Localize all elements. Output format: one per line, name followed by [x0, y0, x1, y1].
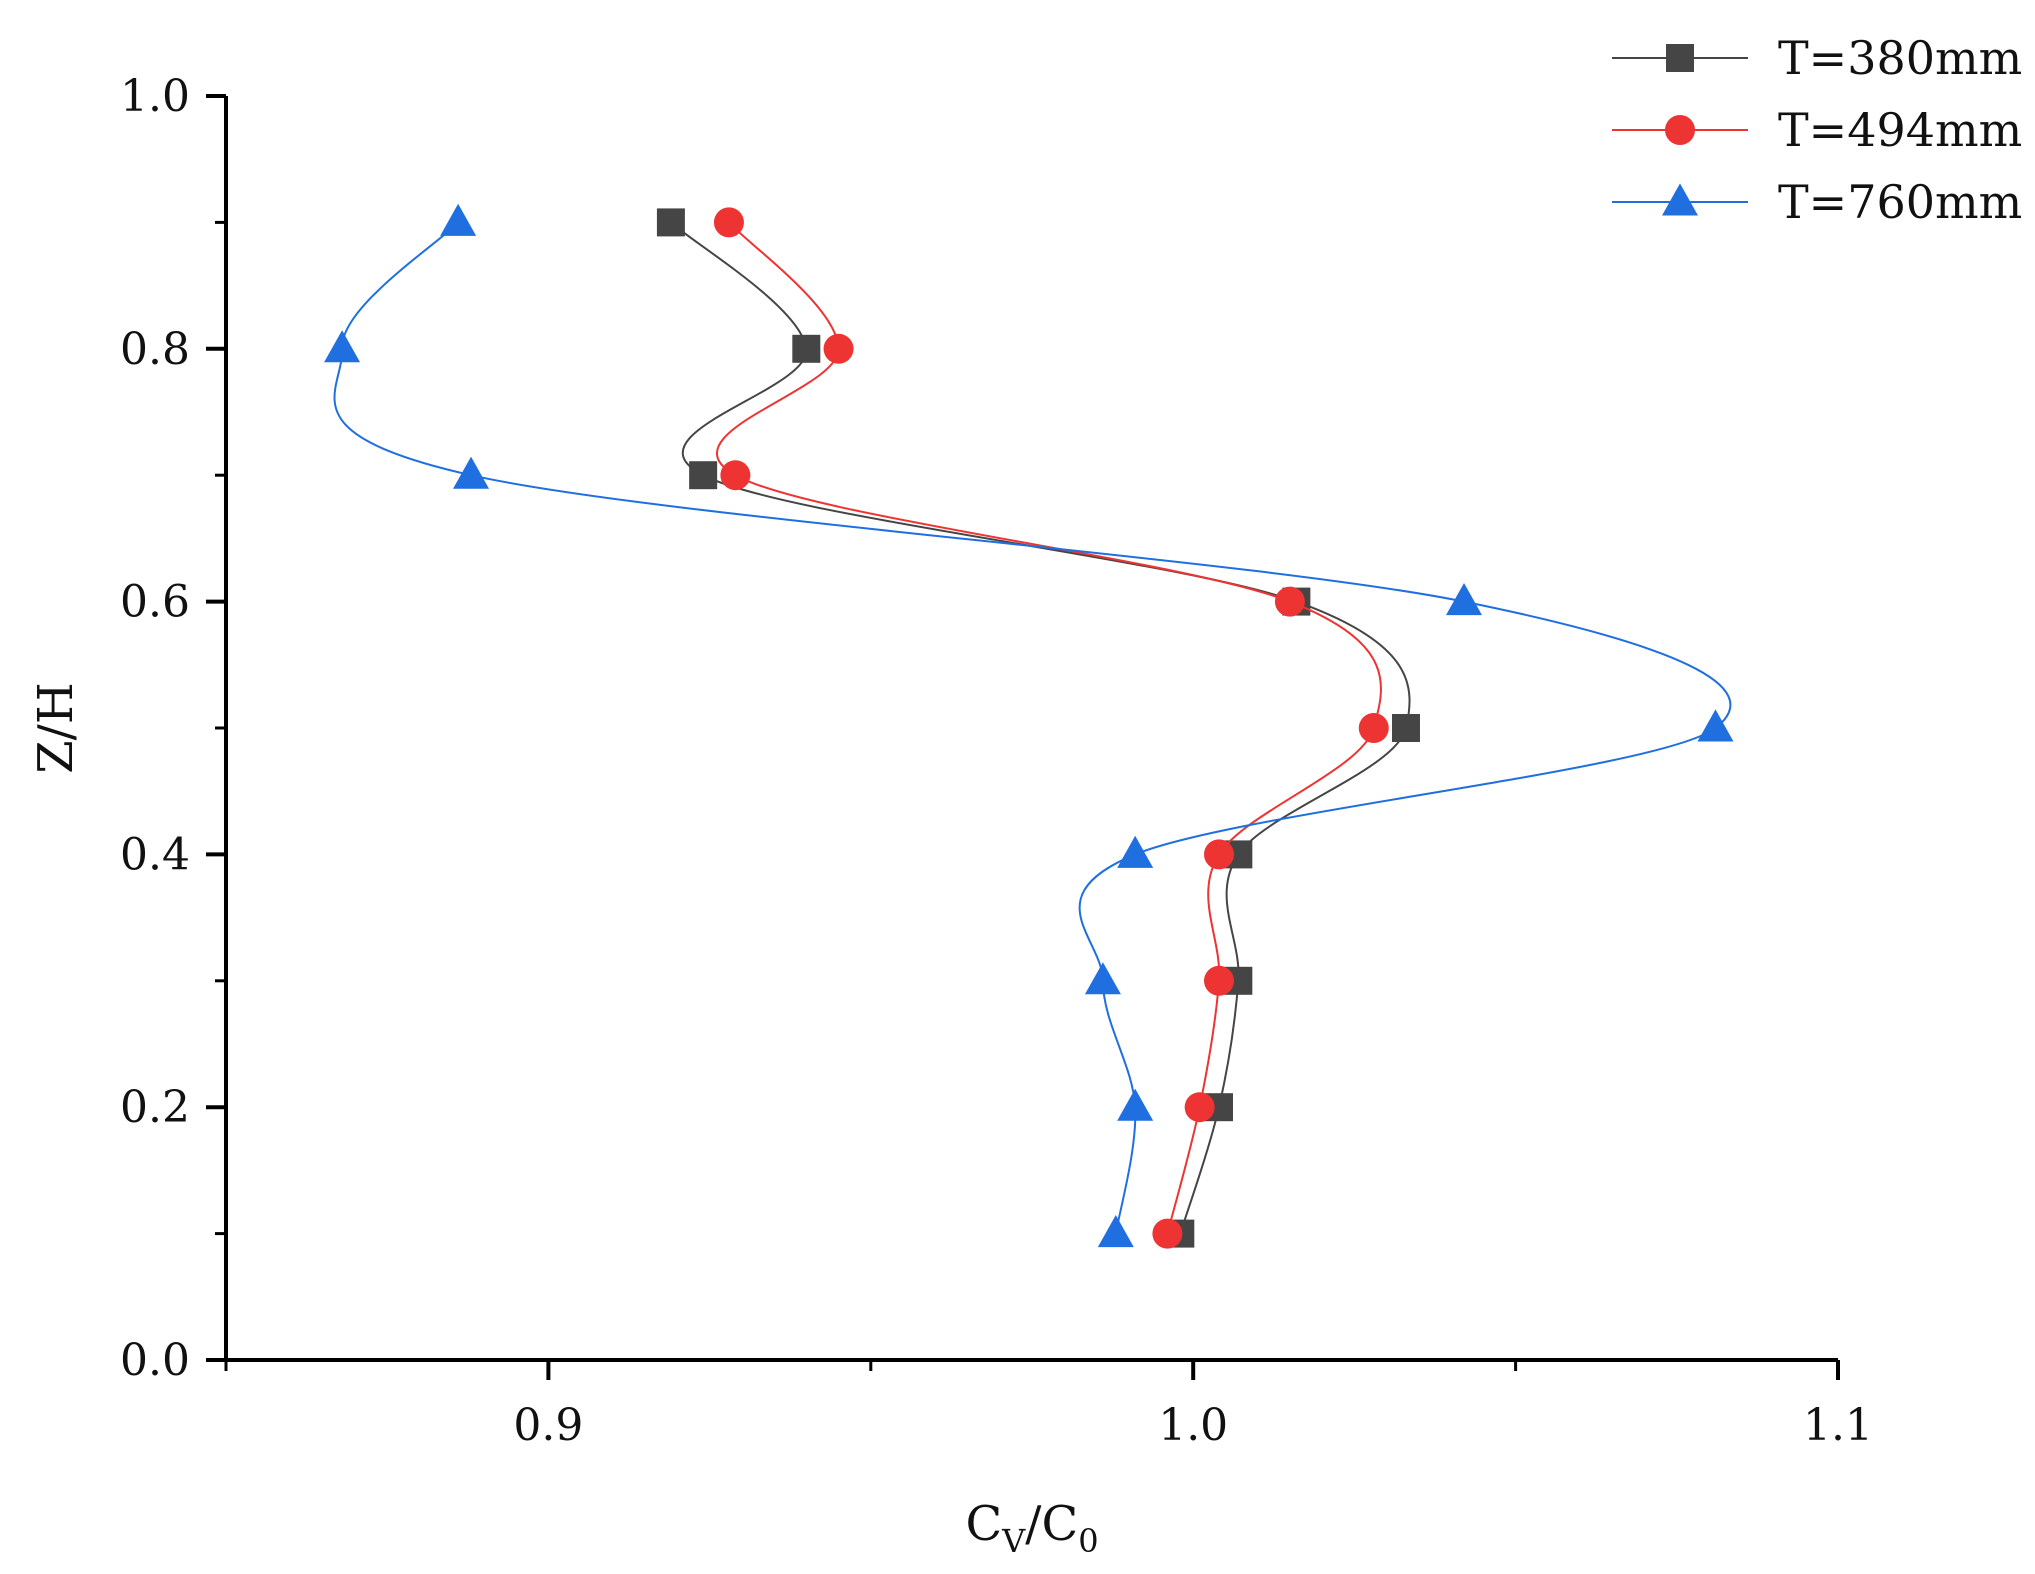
data-point — [1391, 714, 1420, 742]
data-point — [720, 460, 751, 491]
series-triangle — [324, 203, 1734, 1248]
data-point — [1203, 839, 1234, 870]
data-point — [1084, 962, 1121, 995]
data-point — [1117, 835, 1154, 868]
legend-marker — [1665, 115, 1695, 145]
x-axis-title-main: C — [965, 1496, 1002, 1552]
series-layer — [324, 203, 1734, 1249]
data-point — [1117, 1088, 1154, 1121]
data-point — [823, 333, 854, 364]
data-point — [453, 456, 490, 489]
legend-label: T=380mm — [1778, 31, 2022, 85]
y-tick-label: 0.6 — [120, 577, 190, 628]
y-tick-label: 0.4 — [120, 829, 190, 880]
series-square — [656, 208, 1420, 1248]
data-point — [1152, 1218, 1183, 1249]
series-circle — [713, 207, 1389, 1249]
x-axis-title: CV/C0 — [965, 1496, 1098, 1560]
legend-marker — [1666, 44, 1694, 72]
y-tick-label: 0.2 — [120, 1082, 190, 1133]
data-point — [1203, 965, 1234, 996]
legend-marker — [1662, 183, 1698, 216]
x-tick-label: 1.0 — [1158, 1400, 1228, 1451]
series-line — [333, 221, 1732, 1234]
series-line — [716, 221, 1382, 1234]
data-point — [1097, 1215, 1134, 1248]
data-point — [656, 208, 685, 237]
data-point — [1358, 713, 1389, 743]
y-tick-label: 0.0 — [120, 1335, 190, 1386]
legend: T=380mm T=494mm T=760mm — [1612, 31, 2022, 229]
legend-label: T=494mm — [1778, 103, 2022, 157]
axes: 0.0 0.2 0.4 0.6 0.8 1.0 0.9 1.0 1.1 — [120, 71, 1873, 1451]
x-axis-title-sep: /C — [1025, 1496, 1078, 1552]
x-tick-label: 0.9 — [513, 1400, 583, 1451]
legend-label: T=760mm — [1778, 175, 2022, 229]
data-point — [440, 203, 477, 236]
data-point — [713, 207, 744, 238]
data-point — [324, 330, 361, 363]
x-axis-title-sub1: V — [1001, 1522, 1026, 1560]
data-point — [1274, 586, 1305, 617]
data-point — [1446, 583, 1483, 616]
data-point — [792, 334, 821, 363]
series-line — [670, 221, 1411, 1234]
y-axis-title: Z/H — [28, 682, 84, 773]
data-point — [1697, 709, 1734, 742]
x-axis-title-sub2: 0 — [1078, 1522, 1098, 1560]
data-point — [1184, 1092, 1215, 1123]
y-tick-label: 1.0 — [120, 71, 190, 122]
data-point — [689, 461, 718, 490]
y-tick-label: 0.8 — [120, 324, 190, 375]
x-tick-label: 1.1 — [1803, 1400, 1873, 1451]
